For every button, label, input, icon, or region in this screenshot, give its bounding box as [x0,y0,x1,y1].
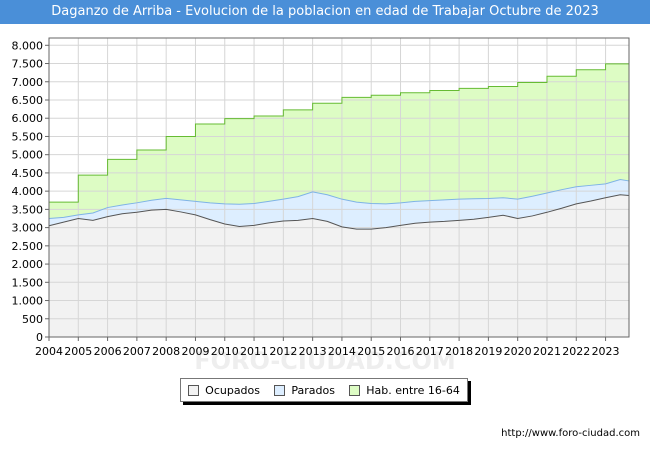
y-tick-label: 5.000 [12,149,44,162]
x-tick-label: 2023 [592,345,620,358]
plot-frame [48,37,630,338]
chart-title: Daganzo de Arriba - Evolucion de la pobl… [0,0,650,24]
legend-item-hab: Hab. entre 16-64 [349,384,460,397]
x-tick-label: 2013 [299,345,327,358]
x-tick-label: 2019 [474,345,502,358]
y-tick-label: 0 [36,331,43,344]
x-tick-label: 2012 [269,345,297,358]
y-tick-label: 2.500 [12,240,44,253]
y-tick-label: 7.000 [12,76,44,89]
y-tick-label: 8.000 [12,39,44,52]
x-tick-label: 2005 [64,345,92,358]
watermark: FORO-CIUDAD.COM [194,347,456,374]
x-tick-label: 2010 [211,345,239,358]
legend-label-ocupados: Ocupados [205,383,261,397]
y-tick-label: 500 [22,313,43,326]
y-tick-label: 3.000 [12,222,44,235]
y-tick-label: 1.000 [12,295,44,308]
y-tick-label: 7.500 [12,58,44,71]
y-tick-label: 4.000 [12,185,44,198]
x-tick-label: 2007 [123,345,151,358]
legend-label-parados: Parados [291,383,335,397]
legend-label-hab: Hab. entre 16-64 [366,383,460,397]
y-tick-label: 5.500 [12,130,44,143]
x-tick-label: 2020 [504,345,532,358]
x-tick-label: 2004 [35,345,63,358]
x-tick-label: 2017 [416,345,444,358]
y-tick-label: 1.500 [12,276,44,289]
x-tick-label: 2008 [152,345,180,358]
x-tick-label: 2015 [357,345,385,358]
x-tick-label: 2021 [533,345,561,358]
y-tick-label: 3.500 [12,203,44,216]
y-tick-label: 6.000 [12,112,44,125]
y-tick-label: 2.000 [12,258,44,271]
legend-item-ocupados: Ocupados [188,384,260,397]
y-tick-label: 4.500 [12,167,44,180]
x-tick-label: 2009 [181,345,209,358]
population-chart: FORO-CIUDAD.COM 0 500 1.000 1.500 2.000 2.500… [12,37,630,374]
x-tick-label: 2014 [328,345,356,358]
ocupados-line [48,194,630,230]
x-tick-label: 2011 [240,345,268,358]
y-tick-label: 6.500 [12,94,44,107]
x-tick-label: 2016 [387,345,415,358]
lines-layer [48,63,630,230]
areas-layer [49,63,629,337]
legend: Ocupados Parados Hab. entre 16-64 [180,378,468,402]
axes-layer: 0 500 1.000 1.500 2.000 2.500 3.000 3.500 4.000 4… [12,39,620,358]
x-tick-label: 2006 [94,345,122,358]
source-link[interactable]: http://www.foro-ciudad.com [501,428,640,439]
x-tick-label: 2018 [445,345,473,358]
legend-swatch-hab [349,384,361,396]
legend-swatch-parados [274,384,286,396]
legend-item-parados: Parados [274,384,335,397]
hab-line [49,63,629,203]
ocupados-area [49,194,629,337]
parados-line [48,178,630,219]
x-tick-label: 2022 [562,345,590,358]
legend-swatch-ocupados [188,384,200,396]
